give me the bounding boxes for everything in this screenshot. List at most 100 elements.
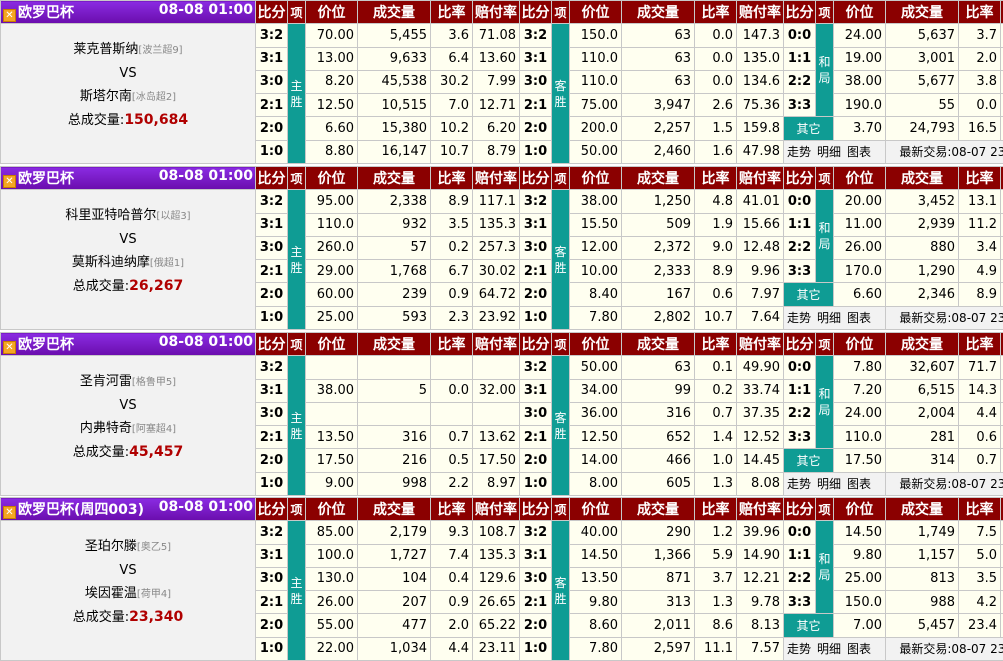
collapse-icon[interactable]: ✕ [3,9,16,23]
draw-price-cell[interactable]: 14.50 [833,520,886,545]
away-price-cell[interactable]: 110.0 [569,46,622,71]
away-price-cell[interactable]: 15.50 [569,212,622,237]
detail-link[interactable]: 明细 [817,311,842,326]
home-price-cell[interactable]: 9.00 [305,471,358,497]
away-volume-cell: 2,372 [621,235,695,261]
home-price-cell[interactable]: 130.0 [305,566,358,592]
away-ratio-cell: 8.9 [694,259,737,284]
away-price-cell[interactable]: 150.0 [569,23,622,48]
draw-price-cell[interactable]: 11.00 [833,212,886,237]
home-price-cell[interactable]: 8.20 [305,69,358,95]
home-price-cell[interactable]: 70.00 [305,23,358,48]
collapse-icon[interactable]: ✕ [3,175,16,189]
home-price-cell[interactable]: 13.00 [305,46,358,71]
detail-link[interactable]: 明细 [817,145,842,160]
chart-link[interactable]: 图表 [847,477,872,492]
detail-link[interactable]: 明细 [817,477,842,492]
away-price-cell[interactable]: 14.50 [569,543,622,568]
draw-price-cell[interactable]: 26.00 [833,235,886,261]
collapse-icon[interactable]: ✕ [3,341,16,355]
home-volume-cell: 1,768 [357,259,431,284]
home-price-cell[interactable]: 13.50 [305,425,358,450]
score-cell: 3:0 [519,69,552,95]
away-price-cell[interactable]: 7.80 [569,636,622,661]
away-price-cell[interactable]: 38.00 [569,189,622,214]
home-price-cell[interactable]: 55.00 [305,613,358,638]
away-price-cell[interactable]: 10.00 [569,259,622,284]
vs-label: VS [119,398,137,414]
draw-price-cell[interactable]: 24.00 [833,401,886,427]
draw-price-cell[interactable]: 7.20 [833,378,886,403]
home-price-cell[interactable] [305,401,358,427]
away-price-cell[interactable]: 8.60 [569,613,622,638]
trend-link[interactable]: 走势 [787,311,812,326]
draw-price-cell[interactable]: 38.00 [833,69,886,95]
home-price-cell[interactable]: 12.50 [305,93,358,118]
other-price-cell[interactable]: 6.60 [833,282,886,307]
home-price-cell[interactable]: 100.0 [305,543,358,568]
home-price-cell[interactable]: 85.00 [305,520,358,545]
match-title-bar[interactable]: ✕ 欧罗巴杯 08-08 01:00 [0,331,256,357]
away-price-cell[interactable]: 110.0 [569,69,622,95]
home-price-cell[interactable]: 22.00 [305,636,358,661]
draw-price-cell[interactable]: 110.0 [833,425,886,450]
chart-link[interactable]: 图表 [847,145,872,160]
latest-trade: 最新交易:08-07 23:53:23 [885,636,1003,661]
away-price-cell[interactable]: 50.00 [569,355,622,380]
home-price-cell[interactable]: 110.0 [305,212,358,237]
home-price-cell[interactable]: 8.80 [305,139,358,165]
score-cell: 1:1 [783,212,816,237]
home-price-cell[interactable]: 95.00 [305,189,358,214]
home-price-cell[interactable]: 38.00 [305,378,358,403]
away-price-cell[interactable]: 13.50 [569,566,622,592]
other-price-cell[interactable]: 7.00 [833,613,886,638]
home-price-cell[interactable]: 17.50 [305,448,358,473]
match-title-bar[interactable]: ✕ 欧罗巴杯(周四003) 08-08 01:00 [0,496,256,522]
away-price-cell[interactable]: 50.00 [569,139,622,165]
home-ratio-cell: 0.4 [430,566,473,592]
away-price-cell[interactable]: 8.40 [569,282,622,307]
home-price-cell[interactable]: 25.00 [305,305,358,331]
away-price-cell[interactable]: 14.00 [569,448,622,473]
away-price-cell[interactable]: 75.00 [569,93,622,118]
home-price-cell[interactable] [305,355,358,380]
draw-price-cell[interactable]: 25.00 [833,566,886,592]
away-price-cell[interactable]: 34.00 [569,378,622,403]
draw-price-cell[interactable]: 20.00 [833,189,886,214]
trend-link[interactable]: 走势 [787,642,812,657]
away-price-cell[interactable]: 36.00 [569,401,622,427]
draw-price-cell[interactable]: 9.80 [833,543,886,568]
home-price-cell[interactable]: 260.0 [305,235,358,261]
away-win-label: 客胜 [551,520,570,661]
away-price-cell[interactable]: 8.00 [569,471,622,497]
away-price-cell[interactable]: 12.50 [569,425,622,450]
trend-link[interactable]: 走势 [787,145,812,160]
match-title-bar[interactable]: ✕ 欧罗巴杯 08-08 01:00 [0,165,256,191]
draw-price-cell[interactable]: 190.0 [833,93,886,118]
draw-price-cell[interactable]: 19.00 [833,46,886,71]
draw-price-cell[interactable]: 7.80 [833,355,886,380]
away-price-cell[interactable]: 12.00 [569,235,622,261]
collapse-icon[interactable]: ✕ [3,506,16,520]
away-payout-cell: 9.96 [736,259,784,284]
match-title-bar[interactable]: ✕ 欧罗巴杯 08-08 01:00 [0,0,256,25]
away-price-cell[interactable]: 9.80 [569,590,622,615]
chart-link[interactable]: 图表 [847,311,872,326]
home-price-cell[interactable]: 6.60 [305,116,358,141]
trend-link[interactable]: 走势 [787,477,812,492]
chart-link[interactable]: 图表 [847,642,872,657]
column-header: 成交量 [885,496,959,522]
other-price-cell[interactable]: 3.70 [833,116,886,141]
other-price-cell[interactable]: 17.50 [833,448,886,473]
away-price-cell[interactable]: 7.80 [569,305,622,331]
away-win-char-1: 客 [554,244,567,259]
home-price-cell[interactable]: 60.00 [305,282,358,307]
home-price-cell[interactable]: 26.00 [305,590,358,615]
detail-link[interactable]: 明细 [817,642,842,657]
draw-price-cell[interactable]: 170.0 [833,259,886,284]
away-price-cell[interactable]: 200.0 [569,116,622,141]
home-price-cell[interactable]: 29.00 [305,259,358,284]
draw-price-cell[interactable]: 24.00 [833,23,886,48]
away-price-cell[interactable]: 40.00 [569,520,622,545]
draw-price-cell[interactable]: 150.0 [833,590,886,615]
